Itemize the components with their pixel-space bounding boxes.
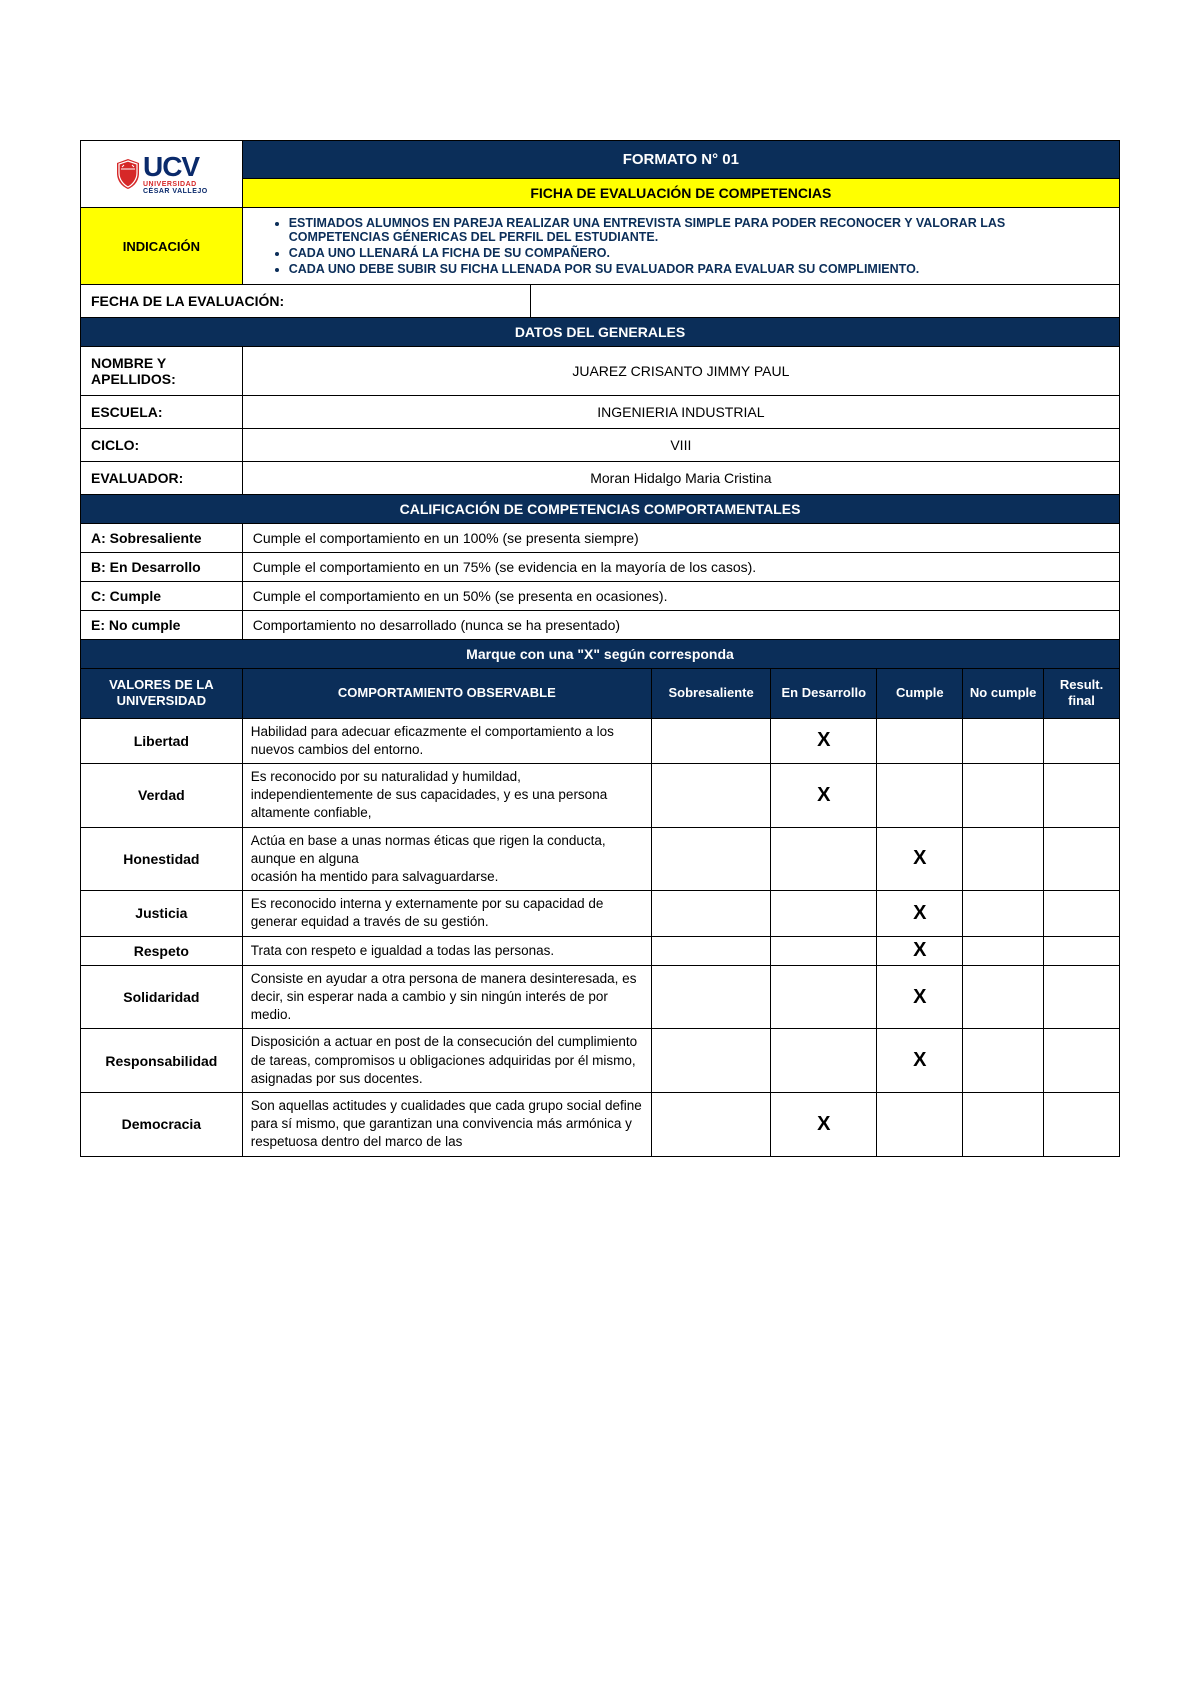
mark-cell [963,891,1044,936]
form-table: UCV UNIVERSIDAD CÉSAR VALLEJO FORMATO N°… [80,140,1120,1157]
mark-cell [651,936,770,965]
fecha-value [530,285,1119,318]
behavior-desc: Es reconocido interna y externamente por… [242,891,651,936]
evaluador-label: EVALUADOR: [81,462,243,495]
value-name: Verdad [81,763,243,827]
mark-cell [963,718,1044,763]
nombre-label: NOMBRE Y APELLIDOS: [81,347,243,396]
scale-desc: Cumple el comportamiento en un 50% (se p… [242,582,1119,611]
mark-cell: X [771,763,877,827]
mark-cell [1044,891,1120,936]
ciclo-label: CICLO: [81,429,243,462]
scale-desc: Cumple el comportamiento en un 100% (se … [242,524,1119,553]
value-name: Justicia [81,891,243,936]
mark-cell: X [877,827,963,891]
value-name: Respeto [81,936,243,965]
behavior-desc: Habilidad para adecuar eficazmente el co… [242,718,651,763]
mark-cell: X [877,1029,963,1093]
mark-cell [1044,1093,1120,1157]
mark-cell: X [771,1093,877,1157]
mark-cell [1044,965,1120,1029]
scale-desc: Cumple el comportamiento en un 75% (se e… [242,553,1119,582]
page: UCV UNIVERSIDAD CÉSAR VALLEJO FORMATO N°… [0,0,1200,1157]
escuela-value: INGENIERIA INDUSTRIAL [242,396,1119,429]
mark-cell [963,1029,1044,1093]
mark-cell [651,1093,770,1157]
behavior-desc: Actúa en base a unas normas éticas que r… [242,827,651,891]
mark-cell: X [877,965,963,1029]
mark-cell [963,827,1044,891]
indicacion-list: ESTIMADOS ALUMNOS EN PAREJA REALIZAR UNA… [271,216,1109,276]
header-subtitle: FICHA DE EVALUACIÓN DE COMPETENCIAS [242,179,1119,208]
scale-desc: Comportamiento no desarrollado (nunca se… [242,611,1119,640]
scale-code: A: Sobresaliente [81,524,243,553]
mark-cell: X [877,891,963,936]
mark-cell [771,1029,877,1093]
logo-cell: UCV UNIVERSIDAD CÉSAR VALLEJO [81,141,243,208]
section-marque: Marque con una "X" según corresponda [81,640,1120,669]
logo-sub2: CÉSAR VALLEJO [143,188,208,195]
mark-cell [651,891,770,936]
indicacion-body: ESTIMADOS ALUMNOS EN PAREJA REALIZAR UNA… [242,208,1119,285]
ciclo-value: VIII [242,429,1119,462]
mark-cell [771,891,877,936]
mark-cell [1044,1029,1120,1093]
mark-cell [963,763,1044,827]
mark-cell: X [877,936,963,965]
mark-cell [651,827,770,891]
behavior-desc: Son aquellas actitudes y cualidades que … [242,1093,651,1157]
mark-cell [963,1093,1044,1157]
behavior-desc: Consiste en ayudar a otra persona de man… [242,965,651,1029]
col-valores: VALORES DE LA UNIVERSIDAD [81,669,243,719]
mark-cell [1044,718,1120,763]
logo-main-text: UCV [143,153,208,181]
mark-cell [1044,827,1120,891]
behavior-desc: Trata con respeto e igualdad a todas las… [242,936,651,965]
shield-icon [115,158,141,190]
section-datos: DATOS DEL GENERALES [81,318,1120,347]
mark-cell [651,1029,770,1093]
mark-cell [1044,936,1120,965]
indicacion-label: INDICACIÓN [81,208,243,285]
section-calif: CALIFICACIÓN DE COMPETENCIAS COMPORTAMEN… [81,495,1120,524]
mark-cell [963,965,1044,1029]
mark-cell [651,763,770,827]
col-comport: COMPORTAMIENTO OBSERVABLE [242,669,651,719]
behavior-desc: Disposición a actuar en post de la conse… [242,1029,651,1093]
value-name: Democracia [81,1093,243,1157]
value-name: Libertad [81,718,243,763]
nombre-value: JUAREZ CRISANTO JIMMY PAUL [242,347,1119,396]
value-name: Solidaridad [81,965,243,1029]
col-result: Result. final [1044,669,1120,719]
scale-code: B: En Desarrollo [81,553,243,582]
behavior-desc: Es reconocido por su naturalidad y humil… [242,763,651,827]
header-formato: FORMATO N° 01 [242,141,1119,179]
scale-code: E: No cumple [81,611,243,640]
value-name: Responsabilidad [81,1029,243,1093]
escuela-label: ESCUELA: [81,396,243,429]
mark-cell [963,936,1044,965]
mark-cell [877,1093,963,1157]
fecha-label: FECHA DE LA EVALUACIÓN: [81,285,531,318]
indicacion-item: ESTIMADOS ALUMNOS EN PAREJA REALIZAR UNA… [289,216,1109,244]
logo-sub1: UNIVERSIDAD [143,181,208,188]
mark-cell: X [771,718,877,763]
evaluador-value: Moran Hidalgo Maria Cristina [242,462,1119,495]
mark-cell [771,965,877,1029]
mark-cell [771,936,877,965]
col-endesarrollo: En Desarrollo [771,669,877,719]
scale-code: C: Cumple [81,582,243,611]
mark-cell [771,827,877,891]
col-sobresaliente: Sobresaliente [651,669,770,719]
indicacion-item: CADA UNO DEBE SUBIR SU FICHA LLENADA POR… [289,262,1109,276]
col-cumple: Cumple [877,669,963,719]
value-name: Honestidad [81,827,243,891]
indicacion-item: CADA UNO LLENARÁ LA FICHA DE SU COMPAÑER… [289,246,1109,260]
mark-cell [877,718,963,763]
mark-cell [877,763,963,827]
mark-cell [651,718,770,763]
mark-cell [651,965,770,1029]
col-nocumple: No cumple [963,669,1044,719]
mark-cell [1044,763,1120,827]
